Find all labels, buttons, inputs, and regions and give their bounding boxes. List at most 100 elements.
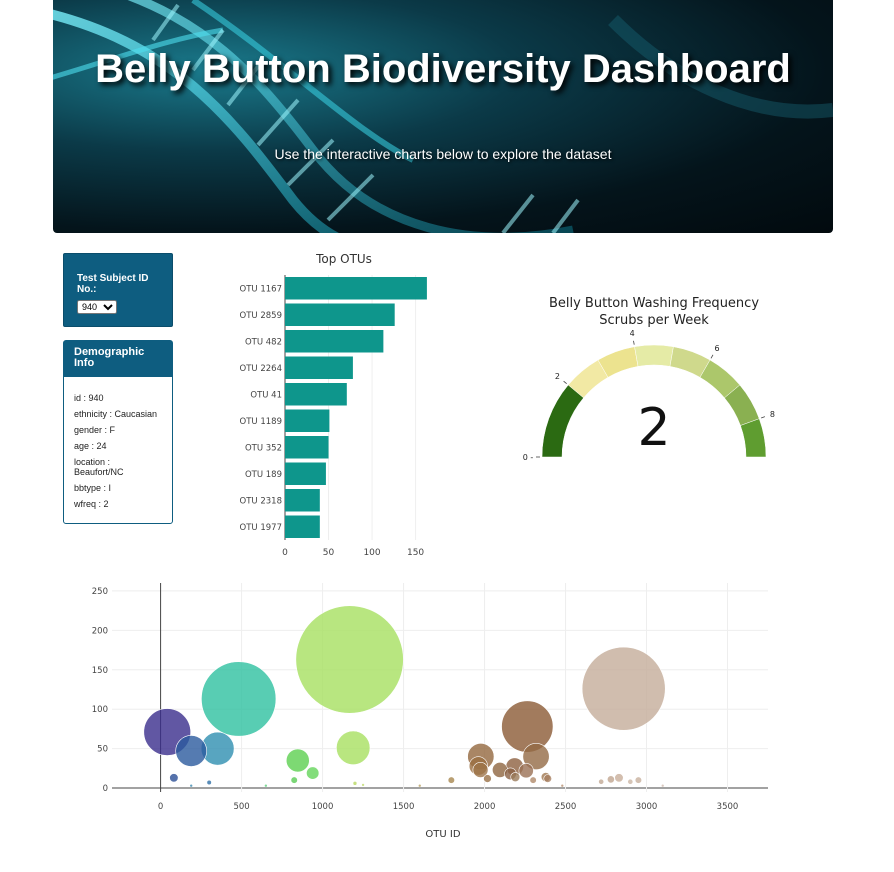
bar-y-tick-label: OTU 2318 (240, 496, 282, 506)
bar-x-tick-label: 100 (363, 548, 380, 555)
bubble-point[interactable] (518, 763, 534, 779)
bubble-x-axis-label: OTU ID (425, 829, 460, 840)
page-subtitle: Use the interactive charts below to expl… (274, 146, 612, 162)
gauge-band (634, 344, 674, 367)
bar-otu-352[interactable] (285, 436, 329, 459)
bubble-y-tick-label: 100 (92, 705, 108, 715)
gauge-value: 2 (637, 398, 670, 458)
subject-selector-panel: Test Subject ID No.: 940 (63, 253, 173, 327)
bar-otu-1189[interactable] (285, 409, 330, 433)
bubble-point[interactable] (175, 735, 208, 767)
bar-y-tick-label: OTU 41 (250, 390, 282, 400)
bubble-point[interactable] (336, 730, 371, 765)
bubble-point[interactable] (501, 700, 554, 753)
bubble-point[interactable] (472, 762, 489, 778)
bubble-point[interactable] (483, 774, 492, 783)
bubble-y-tick-label: 150 (92, 666, 108, 676)
bar-otu-2318[interactable] (285, 489, 320, 512)
bar-otu-1167[interactable] (285, 277, 427, 300)
bubble-point[interactable] (447, 776, 455, 784)
bubble-point[interactable] (510, 772, 521, 782)
gauge-title: Belly Button Washing Frequency (549, 296, 759, 311)
bubble-y-tick-label: 50 (97, 745, 108, 755)
bubble-point[interactable] (417, 783, 422, 788)
bar-otu-482[interactable] (285, 330, 384, 353)
bubble-point[interactable] (543, 774, 552, 783)
demographic-info-title: Demographic Info (64, 341, 172, 377)
bubble-point[interactable] (529, 776, 537, 784)
washing-frequency-gauge[interactable]: Belly Button Washing Frequency Scrubs pe… (504, 285, 804, 485)
demographic-row-age: age : 24 (74, 441, 107, 451)
bubble-x-tick-label: 1000 (312, 802, 334, 812)
bubble-point[interactable] (264, 783, 268, 788)
demographic-row-gender: gender : F (74, 425, 116, 435)
bubble-point[interactable] (634, 776, 643, 784)
gauge-tick-label: 2 (555, 372, 560, 381)
top-otus-bar-chart[interactable]: Top OTUs OTU 1167 OTU 2859 OTU 482 OTU 2264… (200, 245, 460, 555)
gauge-tick (633, 340, 635, 345)
gauge-tick-label: 8 (770, 410, 775, 419)
bubble-x-tick-label: 0 (158, 802, 163, 812)
gauge-tick-label: 0 - (523, 453, 534, 462)
subject-id-dropdown[interactable]: 940 (77, 300, 117, 314)
demographic-info-panel: Demographic Info id : 940 ethnicity : Ca… (63, 340, 173, 524)
gauge-band (740, 418, 767, 458)
bar-x-tick-label: 150 (407, 548, 424, 555)
bubble-point[interactable] (290, 776, 298, 784)
gauge-tick (760, 416, 766, 419)
bubble-x-tick-label: 2500 (555, 802, 577, 812)
bar-y-tick-label: OTU 482 (245, 337, 282, 347)
demographic-row-id: id : 940 (74, 393, 104, 403)
bubble-point[interactable] (560, 783, 565, 788)
bubble-point[interactable] (306, 766, 320, 780)
subject-selector-label: Test Subject ID No.: (77, 273, 149, 295)
bubble-x-tick-label: 500 (233, 802, 249, 812)
bubble-y-tick-label: 0 (103, 784, 108, 794)
header-banner: Belly Button Biodiversity Dashboard Use … (53, 0, 833, 233)
bubble-point[interactable] (169, 773, 179, 783)
bar-otu-2264[interactable] (285, 356, 353, 380)
bar-otu-1977[interactable] (285, 515, 320, 539)
gauge-tick-label: 4 (630, 329, 635, 338)
bubble-point[interactable] (522, 743, 550, 771)
bubble-point[interactable] (598, 778, 605, 785)
bubble-x-tick-label: 3000 (636, 802, 658, 812)
bubble-x-tick-label: 2000 (474, 802, 496, 812)
bar-chart-title: Top OTUs (315, 252, 372, 266)
gauge-tick (563, 380, 567, 385)
gauge-tick-label: 6 (714, 344, 719, 353)
bubble-y-tick-label: 250 (92, 587, 108, 597)
bubble-point[interactable] (581, 646, 666, 731)
bubble-point[interactable] (614, 773, 624, 783)
bubble-point[interactable] (627, 778, 634, 785)
bar-otu-41[interactable] (285, 383, 347, 406)
bar-y-tick-label: OTU 1977 (240, 523, 282, 533)
page-title: Belly Button Biodiversity Dashboard (95, 47, 791, 91)
gauge-value-bar (541, 384, 584, 458)
demographic-row-bbtype: bbtype : I (74, 483, 112, 493)
bubble-point[interactable] (352, 781, 358, 786)
bubble-point[interactable] (606, 775, 615, 784)
bubble-point[interactable] (361, 783, 365, 787)
demographic-info-body: id : 940 ethnicity : Caucasian gender : … (64, 377, 172, 509)
bar-y-tick-label: OTU 2859 (240, 311, 282, 321)
bubble-point[interactable] (660, 783, 665, 788)
bar-y-tick-label: OTU 352 (245, 443, 282, 453)
bar-x-tick-label: 50 (323, 548, 335, 555)
bar-y-tick-label: OTU 1189 (240, 417, 282, 427)
bubble-point[interactable] (295, 605, 404, 714)
gauge-tick (710, 354, 714, 359)
bubble-point[interactable] (201, 661, 277, 737)
bubble-point[interactable] (285, 748, 310, 773)
bubble-x-tick-label: 1500 (393, 802, 415, 812)
bar-otu-2859[interactable] (285, 303, 395, 327)
bubble-point[interactable] (206, 779, 212, 786)
bubble-y-tick-label: 200 (92, 626, 108, 636)
bar-otu-189[interactable] (285, 462, 326, 486)
bar-y-tick-label: OTU 1167 (240, 284, 282, 294)
bubble-point[interactable] (189, 783, 194, 788)
dna-helix-image (53, 0, 833, 233)
demographic-row-ethnicity: ethnicity : Caucasian (74, 409, 158, 419)
bubble-x-tick-label: 3500 (717, 802, 739, 812)
